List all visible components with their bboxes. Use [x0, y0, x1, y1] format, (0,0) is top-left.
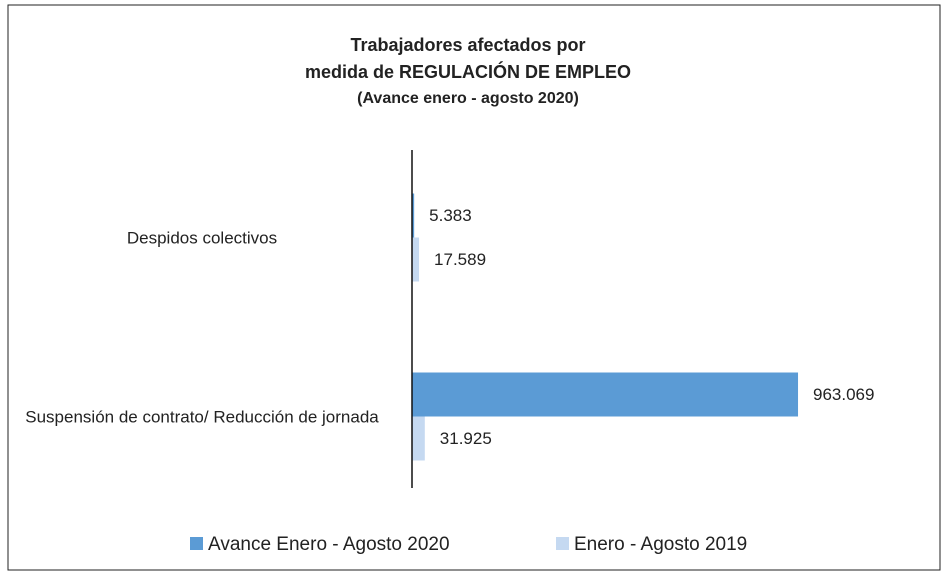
data-label: 963.069 [813, 385, 874, 404]
bar [412, 193, 415, 238]
bar [412, 237, 420, 282]
legend-swatch [190, 537, 203, 550]
legend-swatch [556, 537, 569, 550]
chart-title: Trabajadores afectados por [350, 35, 585, 55]
legend-label: Avance Enero - Agosto 2020 [208, 534, 450, 555]
bar [412, 416, 425, 461]
bar [412, 372, 799, 417]
category-label: Suspensión de contrato/ Reducción de jor… [25, 407, 379, 426]
legend-label: Enero - Agosto 2019 [574, 534, 747, 555]
category-label: Despidos colectivos [126, 228, 278, 247]
data-label: 5.383 [429, 206, 472, 225]
chart-frame [7, 4, 941, 571]
chart-title: medida de REGULACIÓN DE EMPLEO [305, 61, 631, 82]
chart-subtitle: (Avance enero - agosto 2020) [357, 90, 579, 107]
data-label: 31.925 [440, 429, 492, 448]
data-label: 17.589 [434, 250, 486, 269]
